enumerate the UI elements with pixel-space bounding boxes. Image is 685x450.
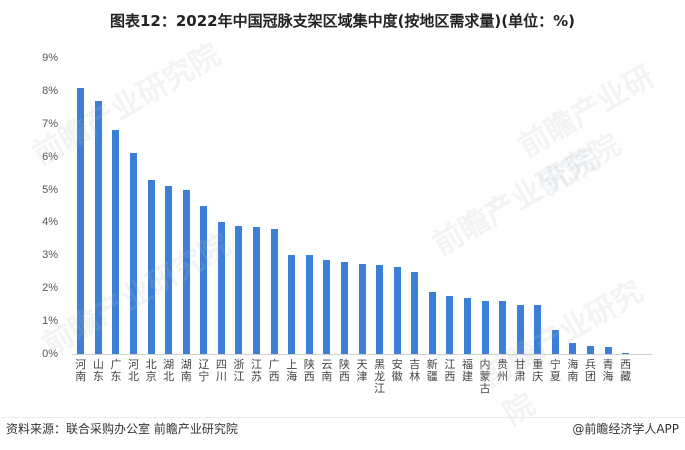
x-tick-label: 宁夏 xyxy=(549,358,561,383)
x-tick-label: 青海 xyxy=(602,358,614,383)
x-tick-label: 安徽 xyxy=(391,358,403,383)
y-tick-label: 3% xyxy=(42,249,58,262)
bar xyxy=(622,353,630,354)
bar xyxy=(551,330,559,354)
bar xyxy=(182,189,190,354)
bar xyxy=(217,222,225,354)
x-tick-label: 海南 xyxy=(567,358,579,383)
x-tick-label: 兵团 xyxy=(584,358,596,383)
bar xyxy=(270,229,278,354)
x-tick-label: 天津 xyxy=(356,358,368,383)
y-tick-label: 8% xyxy=(42,84,58,97)
y-tick-label: 5% xyxy=(42,183,58,196)
bar xyxy=(446,296,454,354)
bar xyxy=(94,100,102,354)
x-tick-label: 云南 xyxy=(321,358,333,383)
bar xyxy=(428,291,436,354)
bar xyxy=(130,153,137,354)
bar xyxy=(499,301,507,354)
bar xyxy=(288,255,296,354)
footer-divider xyxy=(0,417,685,418)
x-tick-label: 山东 xyxy=(92,358,104,383)
bar xyxy=(481,301,489,354)
x-tick-label: 江苏 xyxy=(251,358,263,383)
bar xyxy=(200,206,208,354)
bar xyxy=(235,225,243,354)
y-tick-label: 1% xyxy=(42,315,58,328)
source-note: 资料来源：联合采购办公室 前瞻产业研究院 xyxy=(6,422,238,436)
x-tick-label: 北京 xyxy=(145,358,157,383)
bar xyxy=(340,261,348,354)
y-tick-label: 6% xyxy=(42,150,58,163)
bar xyxy=(516,304,524,354)
x-tick-label: 四川 xyxy=(215,358,227,383)
x-tick-label: 江西 xyxy=(444,358,456,383)
bar xyxy=(77,87,85,354)
x-tick-label: 河北 xyxy=(128,358,139,383)
x-tick-label: 广西 xyxy=(268,358,280,383)
bar xyxy=(534,304,542,354)
bar xyxy=(411,271,419,354)
x-tick-label: 内蒙古 xyxy=(479,358,491,395)
bar xyxy=(604,347,612,354)
chart-title: 图表12：2022年中国冠脉支架区域集中度(按地区需求量)(单位：%) xyxy=(109,12,576,30)
x-tick-label: 浙江 xyxy=(233,358,245,383)
bar xyxy=(376,265,384,354)
x-tick-label: 西藏 xyxy=(620,358,632,383)
x-tick-label: 上海 xyxy=(286,358,298,383)
bar xyxy=(305,255,313,354)
bar xyxy=(112,130,120,354)
x-axis-line xyxy=(72,354,652,355)
x-tick-label: 贵州 xyxy=(497,358,509,383)
credit-note: @前瞻经济学人APP xyxy=(572,422,679,436)
y-tick-label: 2% xyxy=(42,282,58,295)
x-tick-label: 陕西 xyxy=(303,358,315,383)
x-tick-label: 新疆 xyxy=(426,358,438,383)
x-tick-label: 湖南 xyxy=(180,358,192,383)
x-tick-label: 福建 xyxy=(461,358,473,383)
bar xyxy=(393,266,401,354)
plot-area xyxy=(72,58,652,354)
bar xyxy=(323,260,331,354)
x-tick-label: 辽宁 xyxy=(198,358,210,383)
bar xyxy=(165,186,173,354)
bar xyxy=(569,343,577,354)
x-tick-label: 甘肃 xyxy=(514,358,526,383)
bar xyxy=(147,179,155,354)
bar xyxy=(586,346,594,354)
y-tick-label: 4% xyxy=(42,216,58,229)
bar xyxy=(253,227,261,354)
x-tick-label: 黑龙江 xyxy=(374,358,386,395)
x-tick-label: 广东 xyxy=(110,358,122,383)
y-tick-label: 7% xyxy=(42,117,58,130)
y-tick-label: 9% xyxy=(42,52,58,64)
x-tick-label: 吉林 xyxy=(409,358,421,383)
x-tick-label: 重庆 xyxy=(532,358,544,383)
x-tick-label: 湖北 xyxy=(163,358,175,383)
bar xyxy=(358,263,366,354)
bar xyxy=(463,298,471,354)
x-tick-label: 陕西 xyxy=(338,358,350,383)
y-tick-label: 0% xyxy=(42,348,58,360)
x-tick-label: 河南 xyxy=(75,358,87,383)
